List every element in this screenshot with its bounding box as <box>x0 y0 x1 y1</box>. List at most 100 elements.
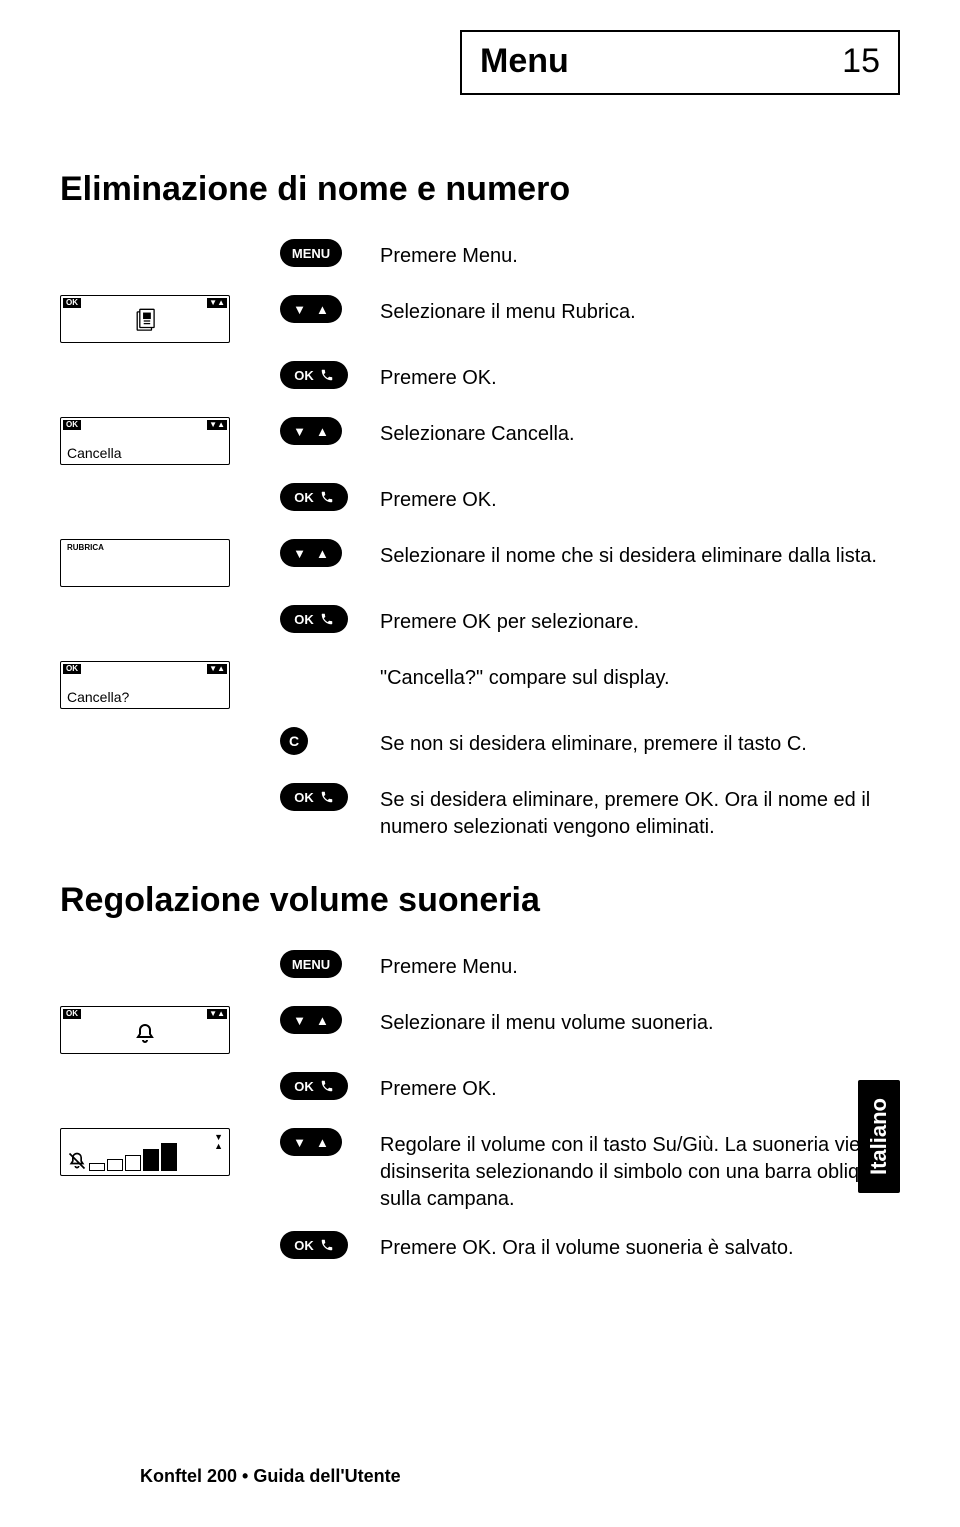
step-row: MENU Premere Menu. <box>60 239 900 277</box>
down-icon: ▼ <box>293 424 306 439</box>
step-row: OK▼▲ ▼▲ Selezionare il menu volume suone… <box>60 1006 900 1054</box>
button-column: MENU <box>280 239 380 267</box>
lcd-arrows: ▼▲ <box>207 1009 227 1019</box>
ok-button: OK <box>280 1072 348 1100</box>
step-description: "Cancella?" compare sul display. <box>380 661 900 692</box>
updown-button: ▼▲ <box>280 1006 342 1034</box>
up-icon: ▲ <box>316 546 329 561</box>
lcd-column: ▼▲ <box>60 1128 280 1176</box>
button-column: ▼▲ <box>280 1128 380 1156</box>
volume-bar <box>89 1163 105 1171</box>
footer: Konftel 200 • Guida dell'Utente <box>140 1466 401 1487</box>
step-description: Premere Menu. <box>380 239 900 270</box>
section2-title: Regolazione volume suoneria <box>60 881 900 920</box>
updown-button: ▼▲ <box>280 295 342 323</box>
lcd-text: Cancella? <box>67 689 129 705</box>
volume-bar <box>125 1155 141 1171</box>
page-title: Menu <box>480 42 569 81</box>
step-description: Premere OK per selezionare. <box>380 605 900 636</box>
phone-icon <box>320 790 334 804</box>
lcd-ok-label: OK <box>63 298 81 308</box>
lcd-column: RUBRICA <box>60 539 280 587</box>
section1-title: Eliminazione di nome e numero <box>60 170 900 209</box>
button-column: OK <box>280 361 380 389</box>
lcd-arrows: ▼▲ <box>207 420 227 430</box>
lcd-arrows: ▼▲ <box>214 1133 223 1151</box>
step-description: Premere OK. <box>380 483 900 514</box>
updown-button: ▼▲ <box>280 1128 342 1156</box>
lcd-screen: RUBRICA <box>60 539 230 587</box>
button-column: OK <box>280 783 380 811</box>
button-column: ▼▲ <box>280 295 380 323</box>
lcd-column: OK ▼▲ Cancella <box>60 417 280 465</box>
step-description: Premere OK. <box>380 1072 900 1103</box>
button-column: OK <box>280 1072 380 1100</box>
step-row: ▼▲ ▼▲ Regolare il volume con il tasto Su… <box>60 1128 900 1213</box>
lcd-screen: OK ▼▲ <box>60 295 230 343</box>
phone-icon <box>320 1238 334 1252</box>
lcd-column: OK▼▲Cancella? <box>60 661 280 709</box>
menu-button: MENU <box>280 950 342 978</box>
step-description: Selezionare Cancella. <box>380 417 900 448</box>
lcd-text: RUBRICA <box>67 543 104 552</box>
ok-label: OK <box>294 490 314 505</box>
bell-mute-icon <box>67 1151 87 1171</box>
ok-button: OK <box>280 783 348 811</box>
lcd-ok-label: OK <box>63 420 81 430</box>
step-row: OK Premere OK. <box>60 1072 900 1110</box>
page-number: 15 <box>842 42 880 81</box>
volume-bars <box>89 1143 177 1171</box>
phone-icon <box>320 612 334 626</box>
ok-button: OK <box>280 361 348 389</box>
button-column: OK <box>280 483 380 511</box>
step-description: Premere OK. Ora il volume suoneria è sal… <box>380 1231 900 1262</box>
step-description: Se non si desidera eliminare, premere il… <box>380 727 900 758</box>
volume-bar <box>107 1159 123 1171</box>
ok-label: OK <box>294 368 314 383</box>
button-column: ▼▲ <box>280 1006 380 1034</box>
updown-button: ▼▲ <box>280 539 342 567</box>
ok-button: OK <box>280 483 348 511</box>
step-row: OK▼▲Cancella? "Cancella?" compare sul di… <box>60 661 900 709</box>
button-column: OK <box>280 1231 380 1259</box>
step-row: OK Premere OK. Ora il volume suoneria è … <box>60 1231 900 1269</box>
step-row: RUBRICA ▼▲ Selezionare il nome che si de… <box>60 539 900 587</box>
volume-bar <box>143 1149 159 1171</box>
language-tab: Italiano <box>858 1080 900 1193</box>
lcd-arrows: ▼▲ <box>207 298 227 308</box>
step-description: Se si desidera eliminare, premere OK. Or… <box>380 783 900 841</box>
step-description: Selezionare il menu Rubrica. <box>380 295 900 326</box>
phone-icon <box>320 490 334 504</box>
step-description: Premere OK. <box>380 361 900 392</box>
button-column: ▼▲ <box>280 539 380 567</box>
button-column: C <box>280 727 380 755</box>
down-icon: ▼ <box>293 1135 306 1150</box>
step-row: C Se non si desidera eliminare, premere … <box>60 727 900 765</box>
button-column: ▼▲ <box>280 417 380 445</box>
phone-icon <box>320 1079 334 1093</box>
lcd-column: OK ▼▲ <box>60 1006 280 1054</box>
lcd-text: Cancella <box>67 445 121 461</box>
section1-steps: MENU Premere Menu. OK▼▲ ▼▲ Selezionare i… <box>60 239 900 841</box>
lcd-arrows: ▼▲ <box>207 664 227 674</box>
lcd-column: OK ▼▲ <box>60 295 280 343</box>
updown-button: ▼▲ <box>280 417 342 445</box>
down-icon: ▼ <box>293 1013 306 1028</box>
step-row: OK Premere OK. <box>60 483 900 521</box>
step-row: OK Premere OK per selezionare. <box>60 605 900 643</box>
ok-button: OK <box>280 605 348 633</box>
step-row: OK ▼▲ ▼▲ Selezionare il menu Rubrica. <box>60 295 900 343</box>
up-icon: ▲ <box>316 424 329 439</box>
phone-icon <box>320 368 334 382</box>
ok-label: OK <box>294 790 314 805</box>
lcd-screen: OK ▼▲ Cancella <box>60 417 230 465</box>
lcd-ok-label: OK <box>63 1009 81 1019</box>
step-row: OK▼▲Cancella ▼▲ Selezionare Cancella. <box>60 417 900 465</box>
step-row: MENU Premere Menu. <box>60 950 900 988</box>
step-row: OK Se si desidera eliminare, premere OK.… <box>60 783 900 841</box>
button-column: MENU <box>280 950 380 978</box>
step-row: OK Premere OK. <box>60 361 900 399</box>
lcd-screen: ▼▲ <box>60 1128 230 1176</box>
up-icon: ▲ <box>316 1135 329 1150</box>
c-button: C <box>280 727 308 755</box>
